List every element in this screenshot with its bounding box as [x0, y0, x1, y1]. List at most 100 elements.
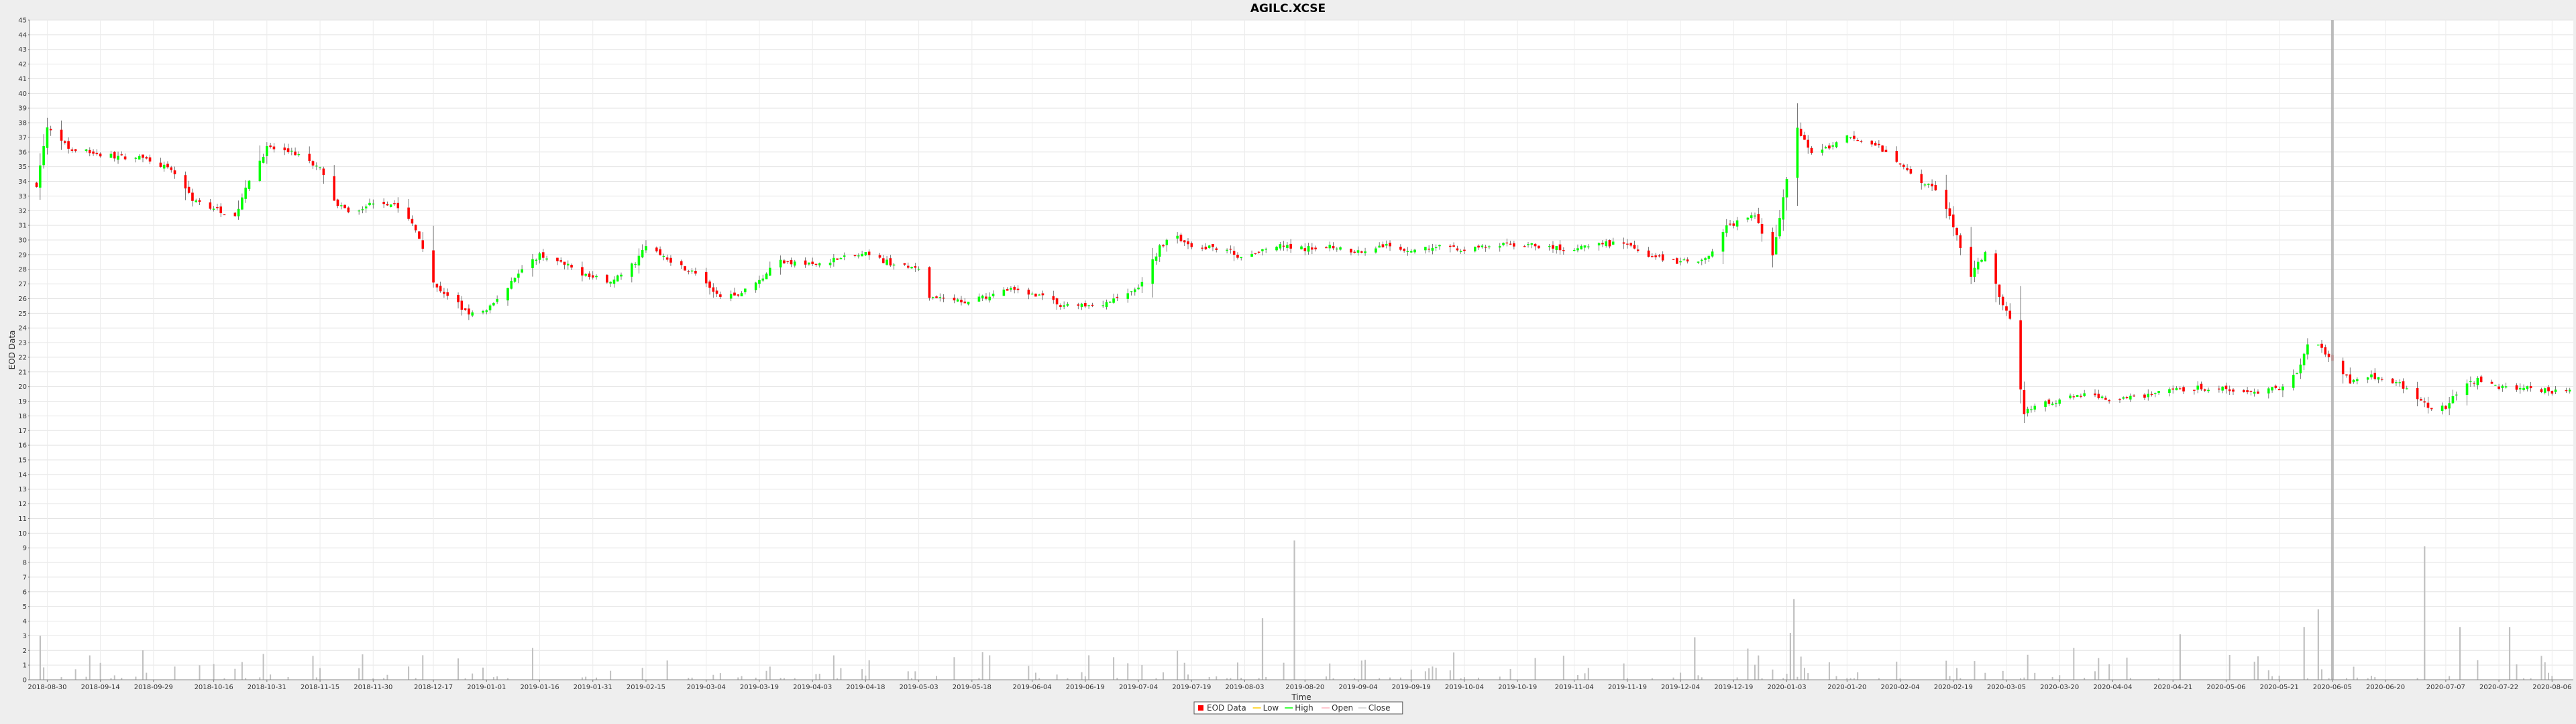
- candle-body: [779, 259, 782, 267]
- candle-body: [2455, 394, 2458, 396]
- candle-body: [1984, 252, 1987, 261]
- candle-body: [2080, 396, 2082, 397]
- volume-bar: [1701, 677, 1703, 680]
- candle-body: [1998, 284, 2001, 297]
- candle-body: [2274, 385, 2277, 388]
- y-tick-label: 18: [18, 413, 27, 420]
- candle-body: [1087, 305, 1090, 306]
- candle-body: [584, 274, 587, 276]
- candle-body: [64, 141, 66, 143]
- volume-bar: [1782, 678, 1784, 680]
- x-axis-label: Time: [1291, 692, 1311, 702]
- x-tick-label: 2019-07-19: [1172, 684, 1211, 691]
- candle-body: [286, 148, 290, 153]
- candle-body: [138, 156, 141, 160]
- y-tick-label: 23: [18, 340, 27, 347]
- candle-body: [517, 274, 520, 278]
- candle-body: [2182, 387, 2185, 391]
- candle-body: [2445, 406, 2447, 409]
- candle-body: [1403, 248, 1405, 251]
- candle-body: [39, 165, 42, 188]
- volume-bar: [2449, 676, 2451, 680]
- candle-body: [358, 210, 360, 212]
- volume-bar: [319, 668, 321, 680]
- volume-bar: [914, 671, 916, 680]
- candle-body: [237, 208, 240, 217]
- candle-body: [864, 252, 867, 255]
- candle-body: [2299, 364, 2302, 373]
- candle-body: [2104, 398, 2107, 400]
- candle-body: [790, 260, 793, 265]
- candle-body: [818, 263, 821, 265]
- candle-body: [2203, 389, 2206, 391]
- candle-body: [2033, 406, 2037, 410]
- x-tick-label: 2019-02-15: [627, 684, 665, 691]
- volume-bar: [2317, 609, 2319, 680]
- candle-body: [1165, 239, 1169, 245]
- candle-body: [808, 262, 810, 265]
- candle-body: [556, 257, 559, 261]
- candle-body: [719, 294, 722, 297]
- candle-body: [1707, 255, 1711, 259]
- candle-body: [2302, 353, 2306, 366]
- x-tick-label: 2020-05-06: [2206, 684, 2245, 691]
- volume-bar: [2548, 672, 2550, 680]
- candle-body: [836, 258, 839, 260]
- x-tick-label: 2019-12-04: [1661, 684, 1700, 691]
- candle-body: [1137, 288, 1140, 290]
- candle-body: [1240, 257, 1243, 259]
- candle-body: [488, 305, 492, 310]
- candle-body: [1534, 243, 1537, 247]
- candle-body: [833, 257, 835, 263]
- candle-body: [1385, 243, 1388, 246]
- volume-bar: [2253, 662, 2255, 680]
- candle-body: [1948, 208, 1951, 217]
- candle-body: [1774, 237, 1778, 255]
- volume-bar: [2271, 676, 2273, 680]
- candle-body: [542, 252, 545, 258]
- candle-body: [581, 267, 584, 276]
- candle-body: [2005, 306, 2008, 311]
- y-tick-label: 43: [18, 46, 27, 54]
- candle-body: [272, 146, 276, 149]
- volume-bar: [1680, 672, 1682, 680]
- volume-bar: [978, 678, 980, 680]
- candle-body: [2271, 387, 2273, 391]
- candle-body: [2405, 388, 2408, 389]
- candle-body: [2150, 394, 2153, 396]
- candle-body: [2366, 377, 2369, 380]
- volume-bar: [1899, 678, 1901, 680]
- candle-body: [283, 147, 286, 151]
- volume-bar: [1896, 661, 1898, 680]
- candle-body: [414, 225, 417, 231]
- candle-body: [563, 261, 566, 265]
- candle-body: [297, 154, 301, 156]
- candle-body: [2076, 395, 2079, 398]
- volume-bar: [1584, 673, 1586, 680]
- volume-bar: [1432, 666, 1434, 680]
- candle-body: [1824, 147, 1827, 149]
- candle-body: [468, 308, 470, 315]
- candle-body: [1116, 296, 1119, 298]
- x-tick-label: 2019-04-03: [793, 684, 832, 691]
- candle-body: [1389, 243, 1391, 247]
- volume-bar: [953, 657, 955, 680]
- candle-body: [1548, 245, 1551, 247]
- volume-bar: [1984, 672, 1986, 680]
- candle-body: [1923, 184, 1927, 186]
- candle-body: [1052, 296, 1055, 300]
- volume-bar: [1265, 676, 1267, 680]
- candle-body: [1530, 243, 1534, 245]
- candle-body: [1895, 151, 1898, 162]
- volume-bar: [1960, 678, 1962, 680]
- candle-body: [1190, 243, 1193, 247]
- volume-bar: [2321, 669, 2323, 680]
- candle-body: [393, 203, 396, 204]
- volume-bar: [1697, 675, 1699, 680]
- volume-bar: [1325, 676, 1327, 680]
- candle-body: [339, 205, 343, 206]
- candle-body: [2324, 347, 2327, 355]
- candle-body: [457, 294, 460, 302]
- candle-body: [538, 253, 541, 260]
- legend-entry-label: EOD Data: [1207, 703, 1246, 713]
